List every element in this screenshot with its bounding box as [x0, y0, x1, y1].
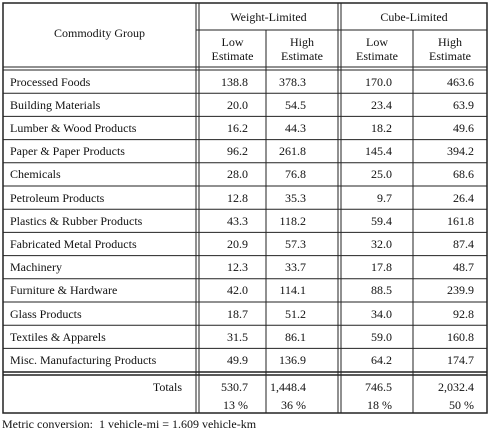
estimate-value: 49.6	[453, 121, 474, 135]
commodity-name: Processed Foods	[10, 74, 91, 89]
commodity-name: Building Materials	[10, 97, 101, 112]
estimate-value: 12.3	[227, 260, 248, 275]
estimate-value: 145.4	[365, 144, 392, 159]
estimate-value: 32.0	[371, 237, 392, 251]
commodity-name: Chemicals	[10, 167, 61, 182]
row-label-header: Commodity Group	[53, 26, 145, 40]
estimate-value: 48.7	[453, 260, 474, 275]
estimate-value: 57.3	[285, 237, 306, 251]
column-header: Low Estimate	[211, 35, 254, 63]
estimate-value: 261.8	[279, 144, 306, 159]
estimate-value: 86.1	[285, 329, 306, 344]
estimate-value: 20.9	[227, 237, 248, 251]
commodity-name: Paper & Paper Products	[10, 144, 125, 159]
commodity-name: Petroleum Products	[10, 190, 105, 205]
estimate-value: 25.0	[371, 167, 392, 182]
estimate-value: 59.0	[371, 329, 392, 344]
estimate-value: 20.0	[227, 97, 248, 112]
table-border	[2, 2, 488, 414]
estimate-value: 87.4	[453, 237, 474, 251]
commodity-name: Furniture & Hardware	[10, 283, 118, 298]
estimate-value: 170.0	[365, 74, 392, 89]
estimate-value: 92.8	[453, 306, 474, 321]
estimate-value: 9.7	[377, 190, 392, 205]
estimate-value: 118.2	[279, 213, 306, 228]
estimate-value: 35.3	[285, 190, 306, 205]
estimate-value: 54.5	[285, 97, 306, 112]
estimate-value: 114.1	[279, 283, 306, 298]
estimate-value: 26.4	[453, 190, 474, 205]
estimate-value: 43.3	[227, 213, 248, 228]
commodity-name: Misc. Manufacturing Products	[10, 353, 157, 367]
estimate-value: 17.8	[371, 260, 392, 275]
total-value: 2,032.4	[438, 380, 474, 394]
estimate-value: 161.8	[447, 213, 474, 228]
estimate-value: 138.8	[221, 74, 248, 89]
commodity-name: Plastics & Rubber Products	[10, 213, 143, 228]
estimate-value: 44.3	[285, 121, 306, 135]
estimate-value: 18.7	[227, 306, 248, 321]
estimate-value: 33.7	[285, 260, 306, 275]
estimate-value: 49.9	[227, 353, 248, 367]
estimate-value: 63.9	[453, 97, 474, 112]
estimate-value: 136.9	[279, 353, 306, 367]
group-header: Cube-Limited	[380, 10, 448, 24]
column-header: High Estimate	[429, 35, 471, 63]
total-percentage: 36 %	[281, 398, 306, 412]
estimate-value: 59.4	[371, 213, 392, 228]
estimate-value: 394.2	[447, 144, 474, 159]
commodity-name: Textiles & Apparels	[10, 329, 106, 344]
estimate-value: 76.8	[285, 167, 306, 182]
totals-label: Totals	[152, 380, 182, 394]
estimate-value: 174.7	[447, 353, 474, 367]
total-value: 530.7	[221, 380, 248, 394]
estimate-value: 378.3	[279, 74, 306, 89]
estimate-value: 31.5	[227, 329, 248, 344]
commodity-name: Lumber & Wood Products	[10, 121, 137, 135]
estimate-value: 96.2	[227, 144, 248, 159]
commodity-name: Machinery	[10, 260, 62, 275]
column-header: Low Estimate	[356, 35, 398, 63]
total-percentage: 50 %	[449, 398, 474, 412]
estimate-value: 160.8	[447, 329, 474, 344]
estimate-value: 23.4	[371, 97, 392, 112]
estimate-value: 28.0	[227, 167, 248, 182]
estimate-value: 64.2	[371, 353, 392, 367]
estimate-value: 239.9	[447, 283, 474, 298]
commodity-name: Fabricated Metal Products	[10, 237, 137, 251]
column-header: High Estimate	[281, 35, 323, 63]
estimate-value: 68.6	[453, 167, 474, 182]
total-percentage: 18 %	[367, 398, 392, 412]
estimate-value: 463.6	[447, 74, 474, 89]
estimate-value: 18.2	[371, 121, 392, 135]
total-value: 1,448.4	[270, 380, 306, 394]
estimate-value: 12.8	[227, 190, 248, 205]
group-header: Weight-Limited	[230, 10, 307, 24]
estimate-value: 16.2	[227, 121, 248, 135]
footnote: Metric conversion: 1 vehicle-mi = 1.609 …	[2, 417, 257, 431]
commodity-name: Glass Products	[10, 306, 82, 321]
total-percentage: 13 %	[223, 398, 248, 412]
estimate-value: 88.5	[371, 283, 392, 298]
estimate-value: 34.0	[371, 306, 392, 321]
estimate-value: 42.0	[227, 283, 248, 298]
total-value: 746.5	[365, 380, 392, 394]
estimate-value: 51.2	[285, 306, 306, 321]
